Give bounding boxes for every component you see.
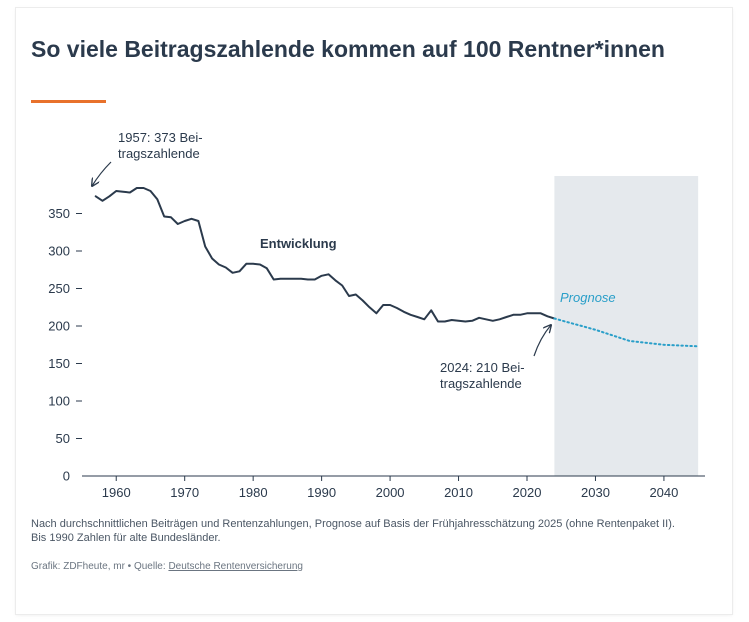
chart-footnote: Nach durchschnittlichen Beiträgen und Re…	[31, 518, 675, 544]
series-line-entwicklung	[94, 187, 556, 323]
y-tick-label: 300	[48, 244, 70, 259]
x-tick-label: 1970	[170, 485, 199, 500]
annotation-1957-arrow	[92, 161, 112, 186]
x-tick-label: 1990	[307, 485, 336, 500]
series-line-prognose	[553, 317, 700, 348]
annotation-1957: 1957: 373 Bei-tragszahlende	[118, 130, 203, 161]
y-tick-label: 150	[48, 356, 70, 371]
annotation-2024: 2024: 210 Bei-tragszahlende	[440, 360, 525, 391]
y-tick-label: 250	[48, 281, 70, 296]
x-tick-label: 1960	[102, 485, 131, 500]
x-tick-label: 2020	[513, 485, 542, 500]
forecast-band	[554, 176, 699, 476]
x-tick-label: 2040	[649, 485, 678, 500]
y-tick-label: 0	[63, 469, 70, 484]
annotation-1957-line: tragszahlende	[118, 146, 200, 161]
series-label-prognose: Prognose	[560, 290, 616, 305]
x-tick-label: 2010	[444, 485, 473, 500]
y-tick-label: 200	[48, 319, 70, 334]
chart-title: So viele Beitragszahlende kommen auf 100…	[31, 36, 665, 62]
x-tick-label: 2000	[376, 485, 405, 500]
credits-text: Grafik: ZDFheute, mr • Quelle:	[31, 561, 169, 572]
series-label-entwicklung: Entwicklung	[260, 236, 337, 251]
y-tick-label: 350	[48, 206, 70, 221]
source-link[interactable]: Deutsche Rentenversicherung	[168, 561, 303, 572]
title-accent-rule	[31, 100, 106, 103]
annotation-1957-line: 1957: 373 Bei-	[118, 130, 203, 145]
annotation-2024-arrow	[533, 325, 551, 357]
x-tick-label: 1980	[239, 485, 268, 500]
annotation-2024-line: tragszahlende	[440, 376, 522, 391]
y-tick-label: 100	[48, 394, 70, 409]
y-tick-label: 50	[56, 431, 70, 446]
x-tick-label: 2030	[581, 485, 610, 500]
chart-credits: Grafik: ZDFheute, mr • Quelle: Deutsche …	[31, 560, 303, 573]
annotation-2024-line: 2024: 210 Bei-	[440, 360, 525, 375]
